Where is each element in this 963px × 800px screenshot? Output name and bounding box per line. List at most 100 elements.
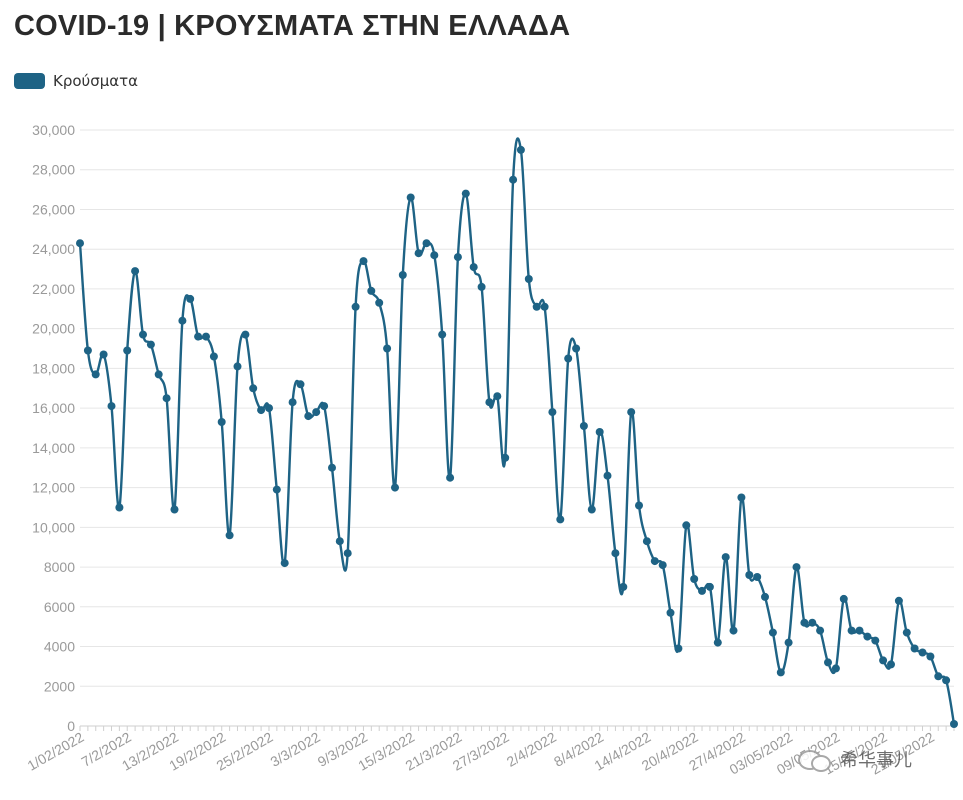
data-point[interactable]: [154, 370, 163, 379]
data-point[interactable]: [99, 350, 108, 359]
data-point[interactable]: [950, 720, 958, 728]
data-point[interactable]: [343, 549, 352, 558]
data-point[interactable]: [131, 267, 140, 276]
data-point[interactable]: [595, 428, 604, 436]
data-point[interactable]: [320, 402, 329, 411]
data-point[interactable]: [721, 553, 730, 562]
data-point[interactable]: [280, 559, 289, 568]
data-point[interactable]: [375, 298, 384, 307]
data-point[interactable]: [202, 332, 210, 341]
data-point[interactable]: [564, 354, 573, 363]
data-point[interactable]: [516, 145, 525, 154]
data-point[interactable]: [446, 473, 455, 482]
data-point[interactable]: [485, 398, 494, 407]
data-point[interactable]: [351, 302, 360, 311]
data-point[interactable]: [855, 626, 864, 635]
data-point[interactable]: [328, 463, 336, 472]
data-point[interactable]: [698, 586, 706, 595]
data-point[interactable]: [548, 408, 557, 417]
data-point[interactable]: [847, 626, 856, 635]
data-point[interactable]: [831, 664, 840, 673]
data-point[interactable]: [761, 592, 769, 601]
data-point[interactable]: [76, 239, 84, 248]
data-point[interactable]: [406, 193, 415, 202]
data-point[interactable]: [587, 505, 596, 514]
data-point[interactable]: [705, 582, 714, 591]
data-point[interactable]: [194, 332, 203, 341]
data-point[interactable]: [257, 406, 266, 415]
data-point[interactable]: [887, 660, 895, 669]
data-point[interactable]: [627, 408, 636, 417]
data-point[interactable]: [288, 398, 297, 407]
data-point[interactable]: [776, 668, 785, 677]
data-point[interactable]: [272, 485, 281, 494]
data-point[interactable]: [367, 286, 376, 295]
data-point[interactable]: [666, 608, 675, 617]
data-point[interactable]: [422, 239, 431, 248]
data-point[interactable]: [139, 330, 147, 339]
data-point[interactable]: [249, 384, 258, 393]
data-point[interactable]: [603, 471, 612, 480]
data-point[interactable]: [808, 618, 817, 627]
data-point[interactable]: [824, 658, 832, 667]
data-point[interactable]: [918, 648, 927, 657]
data-point[interactable]: [674, 644, 683, 653]
data-point[interactable]: [768, 628, 777, 637]
data-point[interactable]: [753, 573, 762, 581]
data-point[interactable]: [265, 404, 273, 413]
data-point[interactable]: [871, 636, 880, 645]
data-point[interactable]: [729, 626, 738, 635]
data-point[interactable]: [398, 271, 407, 279]
data-point[interactable]: [493, 392, 502, 401]
data-point[interactable]: [107, 402, 116, 411]
data-point[interactable]: [209, 352, 218, 361]
data-point[interactable]: [241, 330, 250, 339]
data-point[interactable]: [359, 257, 368, 266]
data-point[interactable]: [469, 263, 478, 272]
data-point[interactable]: [839, 594, 848, 603]
legend[interactable]: Κρούσματα: [14, 72, 138, 90]
data-point[interactable]: [902, 628, 911, 637]
data-point[interactable]: [438, 330, 447, 339]
data-point[interactable]: [816, 626, 825, 635]
data-point[interactable]: [658, 561, 667, 570]
data-point[interactable]: [690, 575, 699, 583]
data-point[interactable]: [642, 537, 651, 546]
data-point[interactable]: [942, 676, 951, 685]
data-point[interactable]: [509, 175, 518, 184]
data-point[interactable]: [792, 563, 801, 572]
data-point[interactable]: [650, 557, 659, 566]
data-point[interactable]: [926, 652, 935, 661]
data-point[interactable]: [162, 394, 171, 403]
data-point[interactable]: [123, 346, 132, 355]
data-point[interactable]: [540, 302, 549, 311]
data-point[interactable]: [296, 380, 305, 389]
data-point[interactable]: [635, 501, 643, 510]
data-point[interactable]: [383, 344, 392, 353]
data-point[interactable]: [611, 549, 620, 558]
data-point[interactable]: [91, 370, 100, 379]
data-point[interactable]: [225, 531, 234, 540]
data-point[interactable]: [910, 644, 919, 653]
data-point[interactable]: [784, 638, 793, 647]
data-point[interactable]: [186, 294, 195, 303]
data-point[interactable]: [477, 282, 486, 291]
data-point[interactable]: [713, 638, 722, 647]
data-point[interactable]: [556, 515, 565, 524]
data-point[interactable]: [894, 596, 903, 605]
data-point[interactable]: [745, 571, 754, 579]
data-point[interactable]: [934, 672, 943, 681]
data-point[interactable]: [501, 453, 510, 462]
data-point[interactable]: [863, 632, 872, 641]
data-point[interactable]: [304, 412, 313, 421]
data-point[interactable]: [312, 408, 321, 417]
data-point[interactable]: [217, 418, 226, 426]
data-point[interactable]: [800, 618, 809, 627]
data-point[interactable]: [453, 253, 462, 262]
data-point[interactable]: [682, 521, 691, 530]
data-point[interactable]: [461, 189, 470, 198]
data-point[interactable]: [233, 362, 242, 371]
data-point[interactable]: [146, 340, 155, 349]
data-point[interactable]: [579, 422, 588, 430]
data-point[interactable]: [115, 503, 124, 512]
